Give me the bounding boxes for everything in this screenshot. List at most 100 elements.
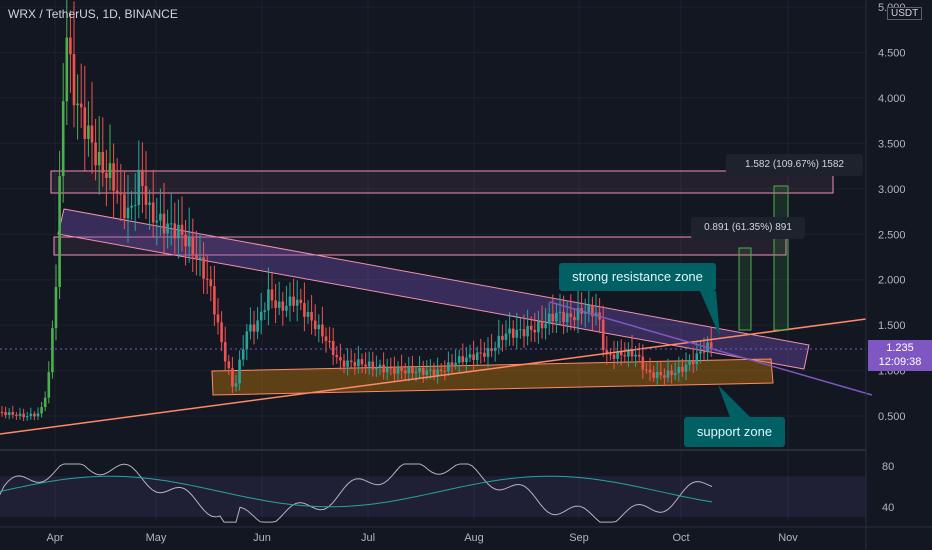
candle-body <box>76 103 79 106</box>
candle-body <box>684 364 688 372</box>
candle-body <box>310 311 313 321</box>
price-tick: 4.500 <box>878 47 906 59</box>
symbol-title: WRX / TetherUS, 1D, BINANCE <box>8 7 178 21</box>
price-tick: 2.000 <box>878 275 906 287</box>
current-price: 1.235 <box>886 342 914 354</box>
candle-body <box>400 366 403 371</box>
candle-body <box>407 367 411 374</box>
measure-range-1 <box>738 247 752 331</box>
candle-body <box>364 364 367 367</box>
candle-body <box>576 307 580 321</box>
candle-body <box>151 202 155 223</box>
candle-body <box>205 278 209 280</box>
candle-body <box>209 279 213 287</box>
candle-body <box>414 372 418 374</box>
measure-range-2 <box>773 185 789 331</box>
candle-body <box>670 370 673 376</box>
candle-body <box>436 369 439 376</box>
candle-body <box>461 356 465 363</box>
candle-body <box>87 125 90 139</box>
candle-body <box>475 352 479 361</box>
candle-body <box>681 366 684 372</box>
candle-body <box>267 289 270 311</box>
measure-label-1: 0.891 (61.35%) 891 <box>691 217 805 239</box>
candle-body <box>123 194 126 219</box>
support-zone-box <box>211 358 774 396</box>
candle-body <box>349 360 353 362</box>
candle-body <box>25 416 29 418</box>
candle-body <box>119 192 123 195</box>
candle-body <box>195 254 198 260</box>
candle-body <box>36 413 40 417</box>
candle-body <box>709 342 713 349</box>
candle-body <box>393 368 396 374</box>
candle-body <box>187 236 191 247</box>
candle-body <box>198 257 202 260</box>
candle-body <box>526 325 529 337</box>
currency-label[interactable]: USDT <box>887 7 923 20</box>
candle-body <box>479 352 483 354</box>
candle-body <box>659 371 663 376</box>
candle-body <box>555 312 558 322</box>
candle-body <box>547 313 551 324</box>
support-callout-pointer <box>718 385 750 417</box>
candle-body <box>238 359 241 384</box>
candle-body <box>252 324 256 332</box>
candle-body <box>285 305 288 311</box>
candle-body <box>432 369 436 376</box>
candle-body <box>609 354 612 356</box>
candle-body <box>141 169 144 186</box>
price-tick: 3.000 <box>878 184 906 196</box>
candle-body <box>699 351 702 354</box>
candle-body <box>342 360 346 367</box>
candle-body <box>357 359 360 367</box>
candle-body <box>108 163 112 179</box>
candle-body <box>166 223 169 234</box>
candle-body <box>537 321 540 333</box>
candle-body <box>335 355 339 358</box>
candle-body <box>396 366 400 374</box>
candle-body <box>54 286 58 329</box>
resistance-callout-pointer <box>700 291 720 337</box>
rsi-band <box>0 476 866 517</box>
candle-body <box>385 367 389 373</box>
rsi-tick: 80 <box>882 461 894 473</box>
candle-body <box>497 335 501 348</box>
candle-body <box>274 300 277 308</box>
candle-body <box>573 317 576 321</box>
candle-body <box>234 383 238 387</box>
candle-body <box>227 361 231 369</box>
candle-body <box>69 37 72 55</box>
candle-body <box>645 369 648 371</box>
candle-body <box>313 320 317 330</box>
candle-body <box>652 372 655 378</box>
candle-body <box>519 329 522 331</box>
candle-body <box>15 414 18 417</box>
candle-body <box>569 313 573 318</box>
resistance-box-mid <box>53 236 787 256</box>
candle-body <box>515 329 519 338</box>
candle-body <box>29 413 33 417</box>
candle-body <box>144 185 148 205</box>
candle-body <box>594 312 598 317</box>
candle-body <box>655 371 659 378</box>
candle-body <box>421 368 425 375</box>
candle-body <box>105 173 108 179</box>
candle-body <box>501 335 504 340</box>
candle-body <box>634 354 637 357</box>
candle-body <box>288 296 292 306</box>
candle-body <box>619 350 623 356</box>
rsi-tick: 40 <box>882 502 894 514</box>
candle-body <box>130 205 133 208</box>
candle-body <box>97 152 101 166</box>
candle-body <box>382 364 385 373</box>
candle-body <box>328 341 331 343</box>
candle-body <box>216 314 220 323</box>
candle-body <box>245 331 249 350</box>
measure-label-2: 1.582 (109.67%) 1582 <box>726 154 863 176</box>
candle-body <box>4 412 7 416</box>
candle-body <box>321 324 324 337</box>
candle-body <box>508 328 511 334</box>
candle-body <box>558 311 562 313</box>
